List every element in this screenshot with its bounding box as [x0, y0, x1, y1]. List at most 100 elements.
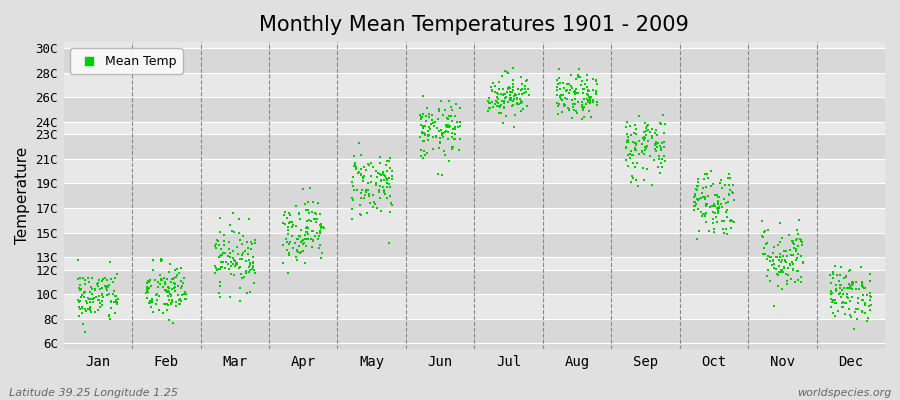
Point [515, 86, 529, 92]
Point [154, 256, 168, 262]
Point [418, 131, 432, 138]
Point [496, 92, 510, 98]
Point [506, 64, 520, 71]
Point [437, 106, 452, 113]
Point [441, 116, 455, 122]
Point [837, 300, 851, 306]
Point [835, 300, 850, 306]
Point [99, 284, 113, 291]
Point [760, 273, 774, 280]
Point [653, 143, 668, 149]
Point [150, 279, 165, 286]
Point [214, 259, 229, 266]
Point [562, 107, 576, 113]
Point [481, 98, 495, 104]
Point [555, 80, 570, 86]
Point [571, 110, 585, 116]
Point [227, 229, 241, 235]
Point [482, 95, 496, 101]
Point [347, 162, 362, 169]
Point [94, 304, 108, 310]
Point [83, 289, 97, 295]
Point [314, 222, 328, 228]
Point [212, 294, 227, 300]
Point [312, 228, 327, 234]
Point [433, 135, 447, 141]
Point [210, 236, 224, 243]
Point [858, 302, 872, 308]
Point [492, 110, 507, 116]
Point [720, 231, 734, 238]
Point [379, 175, 393, 182]
Point [782, 261, 796, 267]
Point [490, 102, 504, 109]
Point [644, 126, 659, 132]
Point [101, 283, 115, 290]
Point [371, 170, 385, 177]
Point [832, 291, 847, 298]
Point [433, 138, 447, 145]
Point [305, 244, 320, 251]
Point [498, 95, 512, 102]
Point [443, 123, 457, 130]
Point [174, 285, 188, 292]
Point [432, 106, 446, 112]
Point [781, 232, 796, 238]
Point [144, 303, 158, 310]
Point [863, 277, 878, 284]
Point [433, 140, 447, 146]
Point [110, 301, 124, 308]
Point [653, 144, 668, 151]
Point [78, 306, 93, 312]
Point [850, 295, 865, 302]
Point [88, 309, 103, 315]
Point [637, 134, 652, 141]
Point [285, 233, 300, 239]
Point [649, 141, 663, 147]
Point [656, 144, 670, 150]
Point [373, 160, 387, 166]
Point [636, 150, 651, 157]
Point [780, 280, 795, 287]
Point [367, 198, 382, 205]
Point [789, 255, 804, 262]
Point [506, 87, 520, 93]
Point [77, 293, 92, 300]
Point [824, 287, 838, 294]
Point [567, 101, 581, 107]
Point [634, 148, 649, 154]
Point [518, 86, 532, 92]
Point [95, 302, 110, 309]
Point [439, 124, 454, 130]
Point [842, 285, 856, 291]
Point [589, 77, 603, 84]
Point [84, 284, 98, 290]
Point [314, 224, 328, 230]
Point [375, 171, 390, 178]
Point [233, 237, 248, 244]
Point [94, 298, 109, 304]
Point [858, 285, 872, 292]
Point [696, 211, 710, 218]
Point [506, 98, 520, 104]
Bar [64, 208, 885, 233]
Point [774, 269, 788, 275]
Point [790, 268, 805, 274]
Point [280, 246, 294, 253]
Point [218, 250, 232, 256]
Point [357, 173, 372, 180]
Point [695, 189, 709, 196]
Point [848, 308, 862, 315]
Point [565, 115, 580, 121]
Point [860, 318, 874, 324]
Point [855, 297, 869, 303]
Point [96, 276, 111, 283]
Point [278, 209, 293, 215]
Point [299, 225, 313, 232]
Point [444, 113, 458, 119]
Point [422, 132, 436, 138]
Point [141, 300, 156, 306]
Point [724, 218, 738, 224]
Point [785, 237, 799, 244]
Point [690, 206, 705, 213]
